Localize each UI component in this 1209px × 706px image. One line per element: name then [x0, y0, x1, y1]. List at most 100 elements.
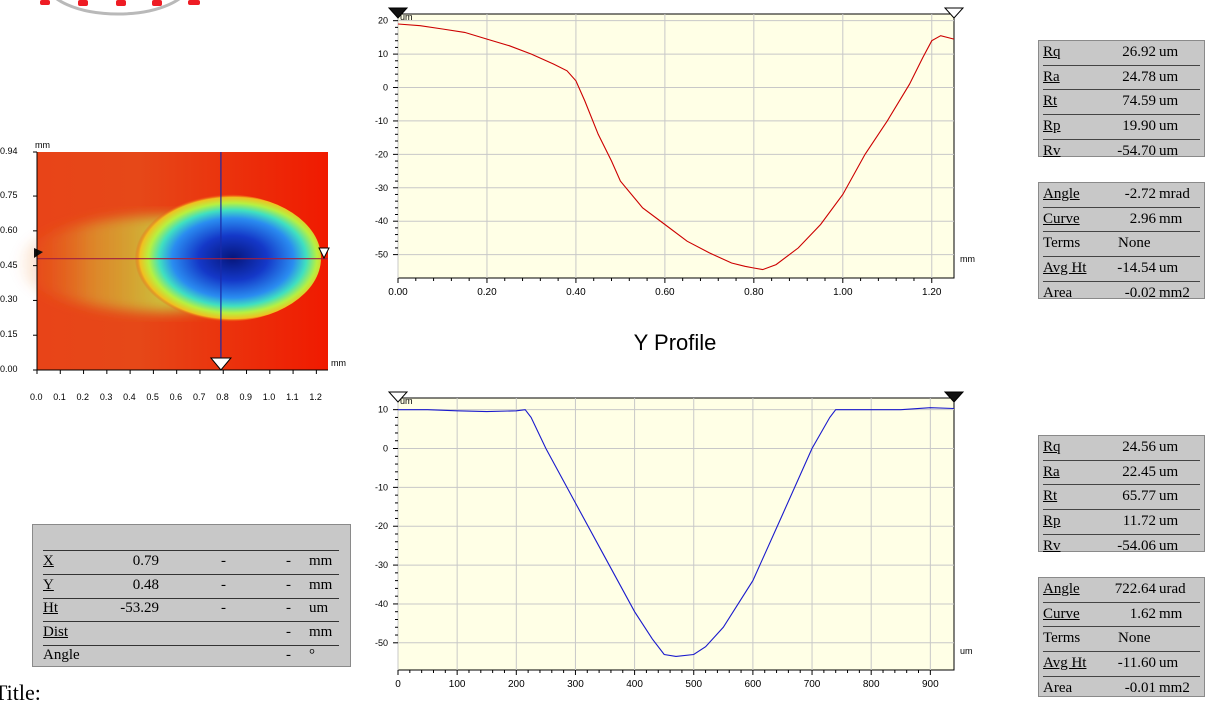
param-row: Rt 74.59 um [1043, 90, 1200, 116]
param-value: 74.59 [1122, 93, 1156, 110]
param-name: Rv [1043, 142, 1061, 159]
param-value: -54.70 [1117, 142, 1156, 159]
y-tick-label: -10 [375, 116, 388, 126]
cursor-unit: mm [309, 623, 333, 640]
param-row: Angle -2.72 mrad [1043, 183, 1200, 208]
cursor-v2: - [221, 576, 226, 593]
cursor-v1: -53.29 [120, 600, 159, 616]
heatmap-right-marker[interactable] [318, 247, 330, 260]
param-row: Curve 1.62 mm [1043, 603, 1200, 628]
param-row: Avg Ht -14.54 um [1043, 257, 1200, 282]
heatmap-x-tick: 0.7 [192, 392, 206, 402]
profile-series-line [397, 23, 955, 271]
param-unit: um [1159, 463, 1179, 480]
title-label: Title: [0, 680, 41, 705]
profile-cursor-right-marker[interactable] [943, 7, 965, 19]
param-row: Area -0.01 mm2 [1043, 677, 1200, 701]
param-name: Ra [1043, 463, 1060, 480]
x-tick-label: 0 [395, 679, 401, 690]
param-name: Avg Ht [1043, 655, 1087, 672]
profile-cursor-right-marker[interactable] [943, 391, 965, 403]
x-tick-label: 1.00 [833, 287, 853, 298]
param-name: Area [1043, 284, 1073, 301]
cursor-v3: - [286, 600, 291, 616]
param-name: Ra [1043, 68, 1060, 85]
cursor-name: Angle [43, 647, 80, 663]
x-tick-label: 200 [508, 679, 525, 690]
param-unit: um [1159, 68, 1179, 85]
heatmap-x-tick: 0.5 [146, 392, 159, 402]
cursor-v3: - [286, 647, 291, 663]
y-tick-label: 0 [383, 444, 388, 454]
heatmap-x-tick: 0.8 [216, 392, 229, 402]
param-value: 2.96 [1129, 210, 1156, 227]
x-tick-label: 0.20 [477, 287, 497, 298]
param-value: 65.77 [1122, 488, 1156, 505]
param-name: Rq [1043, 439, 1061, 455]
param-value: -0.02 [1124, 284, 1156, 301]
cursor-row: Y 0.48 - - mm [43, 575, 339, 599]
y-tick-label: -40 [375, 599, 388, 609]
cursor-row: X 0.79 - - mm [43, 551, 339, 575]
y-profile-chart: 0 100 200 300 400 500 600 700 800 900100-10-20-30… [375, 391, 973, 690]
profile-cursor-left-marker[interactable] [387, 391, 409, 403]
cursor-v1: 0.48 [132, 576, 159, 593]
param-row: Rt 65.77 um [1043, 485, 1200, 511]
logo [0, 0, 240, 22]
heatmap-x-tick: 0.2 [76, 392, 90, 402]
y-tick-label: -20 [375, 149, 388, 159]
heatmap-x-cursor-marker[interactable] [209, 357, 232, 371]
x-tick-label: 1.20 [922, 287, 942, 298]
heatmap-y-tick: 0.75 [0, 190, 18, 201]
cursor-v3: - [286, 623, 291, 640]
param-unit: mm2 [1159, 284, 1190, 301]
param-name: Curve [1043, 210, 1080, 227]
param-row: Rp 19.90 um [1043, 115, 1200, 140]
x-tick-label: 0.40 [566, 287, 586, 298]
param-value: 19.90 [1122, 118, 1156, 135]
heatmap-x-tick: 0.0 [30, 392, 43, 402]
cursor-unit: ° [309, 647, 315, 663]
param-value: -0.01 [1124, 679, 1156, 696]
y-tick-label: -50 [375, 638, 388, 648]
param-unit: mm [1159, 210, 1183, 227]
cursor-v3: - [286, 576, 291, 593]
heatmap-x-tick: 0.4 [123, 392, 136, 402]
x-tick-label: 600 [745, 679, 762, 690]
y-tick-label: -40 [375, 216, 388, 226]
param-row: Angle 722.64 urad [1043, 578, 1200, 603]
param-value: -2.72 [1124, 186, 1156, 202]
param-name: Terms [1043, 630, 1081, 647]
y-tick-label: 0 [383, 83, 388, 93]
cursor-unit: mm [309, 553, 333, 569]
param-row: Ra 24.78 um [1043, 66, 1200, 91]
param-unit: mm2 [1159, 679, 1190, 696]
cursor-row: Angle - ° [43, 645, 339, 668]
param-row: Terms None [1043, 232, 1200, 258]
param-unit: um [1159, 513, 1179, 530]
heatmap-x-tick: 1.1 [286, 392, 299, 402]
heatmap-left-marker[interactable] [34, 248, 43, 258]
param-name: Rv [1043, 537, 1061, 554]
cursor-name: Dist [43, 623, 69, 640]
profile-cursor-left-marker[interactable] [387, 7, 409, 19]
param-name: Area [1043, 679, 1073, 696]
cursor-v3: - [286, 553, 291, 569]
y-unit-label: um [400, 396, 413, 406]
x-tick-label: 800 [863, 679, 880, 690]
plot-area [397, 397, 955, 671]
cursor-v2: - [221, 553, 226, 569]
heatmap-x-tick: 1.0 [262, 392, 276, 402]
param-row: Rq 24.56 um [1043, 436, 1200, 461]
param-name: Rq [1043, 44, 1061, 60]
cursor-name: Ht [43, 600, 58, 616]
heatmap-y-tick: 0.94 [0, 146, 18, 156]
heatmap-x-tick: 0.6 [169, 392, 183, 402]
param-value: 24.78 [1122, 68, 1156, 85]
heatmap-y-unit: mm [35, 140, 50, 150]
param-row: Rp 11.72 um [1043, 510, 1200, 535]
param-row: Rv -54.70 um [1043, 140, 1200, 164]
param-row: Curve 2.96 mm [1043, 208, 1200, 233]
heatmap-x-tick: 0.9 [239, 392, 253, 402]
param-name: Rp [1043, 118, 1061, 135]
